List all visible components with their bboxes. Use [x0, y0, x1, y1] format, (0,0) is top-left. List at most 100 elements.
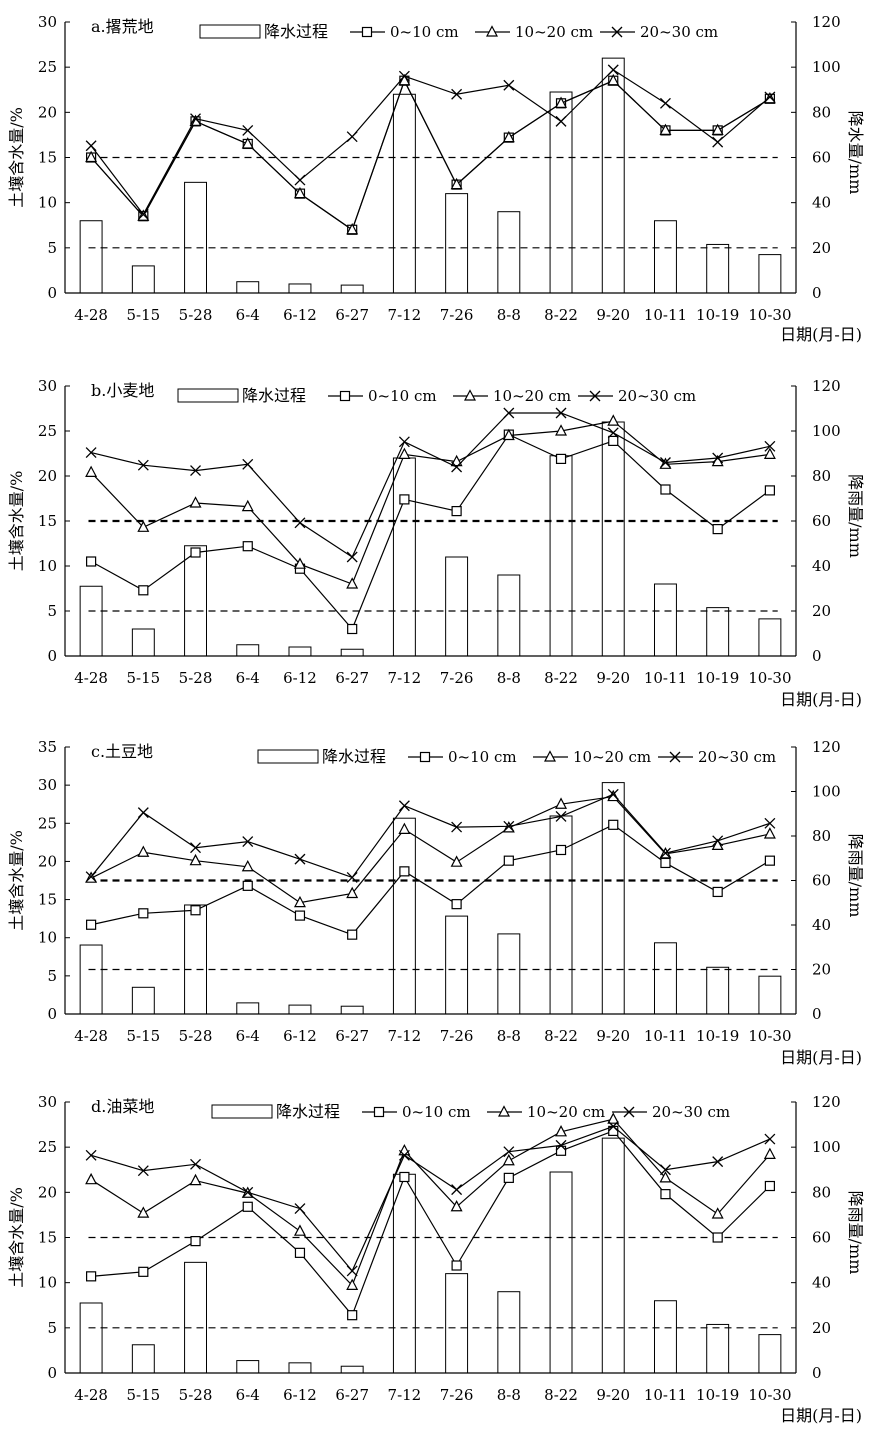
precip-bar-10-11 [653, 942, 677, 1015]
series-3-point-10-30 [764, 1133, 776, 1145]
legend-label: 0~10 cm [448, 748, 517, 766]
x-tick-label: 5-15 [126, 306, 160, 324]
series-3-point-5-15 [137, 1165, 149, 1177]
series-line-3 [90, 1125, 771, 1273]
precip-bar-6-12 [288, 1362, 312, 1374]
series-3-point-8-8 [503, 407, 515, 419]
series-2-point-10-19 [711, 838, 724, 851]
precip-bar-10-30 [758, 1334, 782, 1374]
x-tick-label: 8-8 [497, 1386, 521, 1404]
legend-marker [373, 1106, 385, 1118]
series-3-point-7-12 [398, 800, 410, 812]
series-1-point-8-8 [503, 855, 514, 866]
series-3-point-8-22 [555, 407, 567, 419]
x-tick-label: 10-19 [696, 669, 739, 687]
series-3-point-5-15 [137, 459, 149, 471]
series-1-point-10-30 [764, 855, 775, 866]
precip-bar-5-28 [184, 181, 208, 294]
precip-bar-8-8 [497, 1291, 521, 1374]
chart-panel-4: 0 5 10 15 20 25 30 0 20 40 60 80 100 120 4-28 5-15 5-28 6… [7, 1093, 865, 1425]
precip-bar-9-20 [601, 1137, 625, 1374]
series-3-point-8-8 [503, 79, 515, 91]
series-line-2 [90, 795, 771, 904]
left-tick-label: 25 [38, 1138, 57, 1156]
x-tick-label: 5-15 [126, 1027, 160, 1045]
series-2-point-6-27 [346, 886, 359, 899]
legend-label: 10~20 cm [515, 23, 593, 41]
legend-bar-label: 降水过程 [322, 747, 386, 766]
series-2-point-5-15 [137, 520, 150, 532]
left-tick-label: 10 [38, 1274, 57, 1292]
legend-marker [623, 1106, 635, 1118]
series-1-point-5-15 [138, 1266, 149, 1277]
series-1-point-7-26 [451, 899, 462, 910]
legend-marker [464, 389, 476, 401]
left-tick-label: 30 [38, 776, 57, 794]
series-1-point-8-8 [503, 1172, 514, 1183]
left-tick-label: 15 [38, 149, 57, 167]
left-tick-label: 20 [38, 852, 57, 870]
right-tick-label: 60 [812, 149, 831, 167]
x-tick-label: 10-19 [696, 1027, 739, 1045]
x-tick-label: 6-4 [236, 1027, 260, 1045]
series-3-point-6-4 [242, 1186, 254, 1198]
series-2-point-6-27 [346, 1278, 359, 1290]
series-2-point-8-8 [502, 1153, 515, 1166]
series-2-point-9-20 [607, 73, 620, 86]
left-tick-label: 30 [38, 377, 57, 395]
series-3-point-6-12 [294, 517, 306, 529]
right-axis-label: 降雨量/mm [846, 834, 865, 918]
right-tick-label: 40 [812, 557, 831, 575]
series-3-point-7-26 [451, 88, 463, 100]
precip-bar-4-28 [79, 944, 103, 1015]
precip-bar-8-22 [549, 1171, 573, 1374]
left-tick-label: 25 [38, 58, 57, 76]
precip-bar-10-30 [758, 618, 782, 657]
series-3-point-6-4 [242, 836, 254, 848]
series-1-point-4-28 [86, 919, 97, 930]
legend-label: 0~10 cm [368, 387, 437, 405]
series-3-point-5-15 [137, 208, 149, 220]
series-2-point-10-30 [763, 1147, 776, 1159]
series-2-point-8-22 [555, 424, 568, 436]
x-tick-label: 5-28 [179, 1386, 213, 1404]
legend-bar-label: 降水过程 [276, 1102, 340, 1121]
series-3-point-7-12 [398, 70, 410, 82]
series-2-point-4-28 [85, 465, 98, 477]
x-tick-label: 7-26 [440, 1386, 474, 1404]
precip-bar-5-15 [131, 986, 155, 1015]
precip-bar-6-27 [340, 648, 364, 657]
right-tick-label: 20 [812, 239, 831, 257]
series-1-point-6-27 [347, 1310, 358, 1321]
precip-bar-7-26 [445, 915, 469, 1015]
precip-bar-7-26 [445, 556, 469, 657]
series-1-point-8-22 [555, 844, 567, 856]
series-1-point-4-28 [86, 1271, 97, 1282]
legend-marker [544, 750, 556, 762]
series-2-point-8-22 [555, 797, 568, 809]
left-tick-label: 30 [38, 13, 57, 31]
series-1-point-7-12 [399, 1171, 410, 1183]
precip-bar-5-28 [184, 545, 208, 657]
x-tick-label: 7-12 [388, 306, 422, 324]
x-tick-label: 10-30 [748, 306, 791, 324]
series-3-point-4-28 [85, 447, 97, 459]
x-tick-label: 4-28 [74, 669, 108, 687]
legend: 降水过程 0~10 cm 10~20 cm 20~30 cm [177, 386, 696, 405]
x-tick-label: 8-22 [544, 669, 578, 687]
series-2-point-6-27 [346, 577, 359, 589]
x-tick-label: 5-15 [126, 1386, 160, 1404]
series-2-point-8-22 [555, 1125, 568, 1137]
left-axis-label: 土壤含水量/% [7, 830, 26, 931]
x-tick-label: 10-11 [644, 1386, 687, 1404]
x-tick-label: 7-26 [440, 306, 474, 324]
right-tick-label: 40 [812, 194, 831, 212]
series-3-point-6-12 [294, 1203, 306, 1215]
x-tick-label: 8-8 [497, 669, 521, 687]
series-2-point-10-11 [659, 457, 672, 469]
series-1-point-6-4 [242, 541, 253, 552]
right-tick-label: 20 [812, 602, 831, 620]
series-2-point-5-28 [189, 496, 202, 508]
x-tick-label: 5-28 [179, 306, 213, 324]
